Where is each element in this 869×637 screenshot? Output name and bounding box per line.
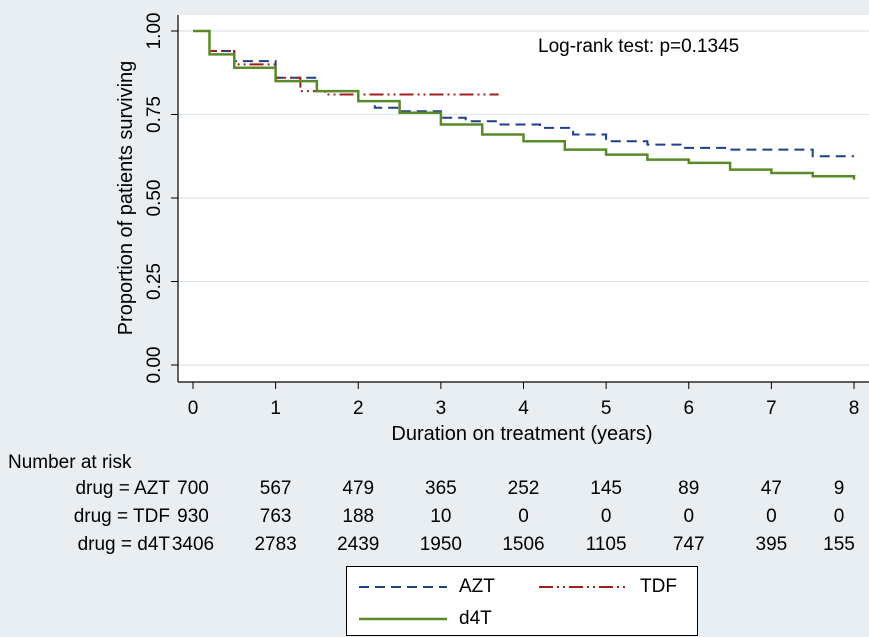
risk-cell: 0 <box>600 506 612 527</box>
risk-table-title: Number at risk <box>8 452 132 473</box>
log-rank-annotation: Log-rank test: p=0.1345 <box>538 36 739 57</box>
legend-swatches <box>359 586 627 621</box>
risk-cell: 188 <box>342 506 375 527</box>
risk-cell: 0 <box>833 506 845 527</box>
y-tick-label: 0.25 <box>144 263 165 300</box>
x-tick-label: 5 <box>601 398 612 419</box>
legend-label-d4t: d4T <box>459 608 492 629</box>
risk-cell: 567 <box>259 478 292 499</box>
risk-cell: 365 <box>425 478 457 499</box>
risk-cell: 747 <box>672 534 705 555</box>
y-tick-label: 1.00 <box>144 13 165 50</box>
survival-chart: 0.00 0.25 0.50 0.75 1.00 0 1 2 3 4 5 6 7 8 Duration o… <box>115 12 869 445</box>
risk-cell: 763 <box>259 506 292 527</box>
risk-cell: 9 <box>833 478 845 499</box>
risk-cell: 145 <box>590 478 622 499</box>
x-tick-label: 2 <box>353 398 364 419</box>
risk-cell: 0 <box>683 506 695 527</box>
legend-label-tdf: TDF <box>640 576 677 597</box>
risk-cell: 1506 <box>502 534 545 555</box>
risk-cell: 1105 <box>585 534 627 555</box>
risk-row-label: drug = d4T <box>77 534 170 555</box>
y-axis-label: Proportion of patients surviving <box>115 61 137 336</box>
x-tick-label: 6 <box>683 398 694 419</box>
legend: AZT TDF d4T <box>346 566 698 636</box>
risk-cell: 1950 <box>419 534 463 555</box>
series-line-azt <box>193 30 854 158</box>
x-tick-label: 1 <box>270 398 281 419</box>
risk-cell: 89 <box>678 478 700 499</box>
risk-cell: 479 <box>342 478 375 499</box>
x-tick-label: 3 <box>436 398 447 419</box>
series-lines <box>193 29 856 180</box>
x-axis-label: Duration on treatment (years) <box>391 423 652 445</box>
gridlines <box>178 30 869 366</box>
risk-cell: 155 <box>823 534 855 555</box>
risk-row-label: drug = TDF <box>73 506 170 527</box>
series-line-tdf <box>193 30 499 96</box>
legend-label-azt: AZT <box>459 576 495 597</box>
risk-row-label: drug = AZT <box>75 478 170 499</box>
risk-cell: 2783 <box>254 534 297 555</box>
x-tick-label: 8 <box>849 398 860 419</box>
x-tick-label: 4 <box>518 398 529 419</box>
risk-cell: 2439 <box>337 534 380 555</box>
risk-cell: 0 <box>766 506 777 527</box>
risk-cell: 3406 <box>171 534 215 555</box>
risk-cell: 0 <box>518 506 529 527</box>
risk-cell: 930 <box>177 506 209 527</box>
x-tick-label: 7 <box>766 398 777 419</box>
series-line-d4t <box>193 29 856 180</box>
risk-cell: 47 <box>760 478 782 499</box>
risk-cell: 395 <box>755 534 788 555</box>
risk-cell: 252 <box>507 478 540 499</box>
y-tick-label: 0.00 <box>144 347 165 384</box>
y-tick-label: 0.75 <box>144 96 165 133</box>
y-tick-label: 0.50 <box>144 180 165 217</box>
x-tick-label: 0 <box>188 398 199 419</box>
axes: 0.00 0.25 0.50 0.75 1.00 0 1 2 3 4 5 6 7 8 <box>144 13 869 419</box>
risk-cell: 10 <box>430 506 452 527</box>
risk-cell: 700 <box>177 478 209 499</box>
